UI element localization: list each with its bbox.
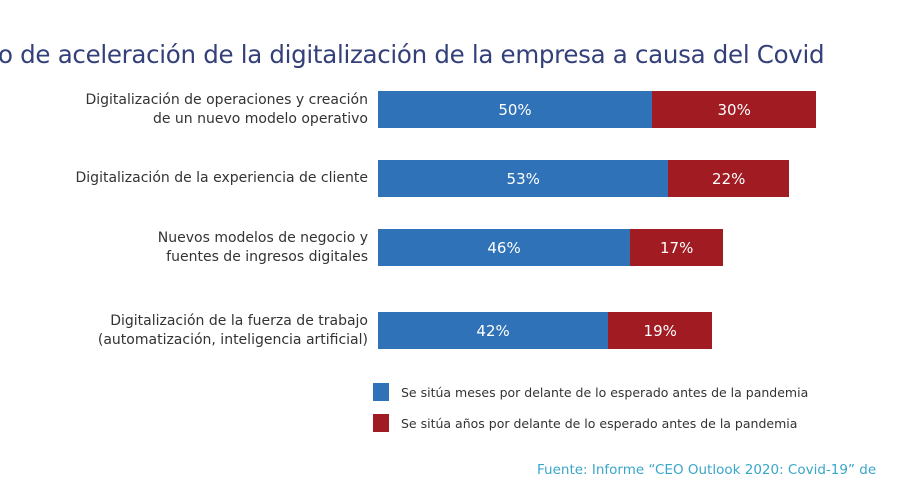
data-label: 46% [487, 238, 521, 257]
category-label: Nuevos modelos de negocio y fuentes de i… [157, 229, 368, 265]
category-label: Digitalización de operaciones y creación… [85, 91, 368, 127]
legend-label: Se sitúa años por delante de lo esperado… [401, 415, 798, 431]
legend-item-years: Se sitúa años por delante de lo esperado… [373, 414, 797, 432]
bar-segment: 46% [378, 229, 631, 266]
source-note: Fuente: Informe “CEO Outlook 2020: Covid… [537, 462, 877, 478]
data-label: 42% [476, 321, 510, 340]
legend-item-months: Se sitúa meses por delante de lo esperad… [373, 383, 808, 401]
bar-segment: 30% [652, 91, 817, 128]
data-label: 53% [506, 169, 540, 188]
bar-segment: 42% [378, 312, 609, 349]
data-label: 22% [712, 169, 746, 188]
category-label: Digitalización de la fuerza de trabajo (… [97, 312, 368, 348]
bar-segment: 17% [630, 229, 724, 266]
data-label: 30% [717, 100, 751, 119]
data-label: 17% [659, 238, 694, 257]
bar-segment: 53% [378, 160, 669, 197]
legend-swatch-blue [373, 383, 389, 401]
bar-segment: 19% [608, 312, 713, 349]
data-label: 50% [498, 100, 532, 119]
data-label: 19% [643, 321, 677, 340]
category-label: Digitalización de la experiencia de clie… [75, 170, 368, 186]
bar-segment: 22% [668, 160, 789, 197]
bar-segment: 50% [378, 91, 652, 128]
chart-title: o de aceleración de la digitalización de… [0, 40, 825, 69]
legend-label: Se sitúa meses por delante de lo esperad… [401, 384, 809, 400]
legend-swatch-red [373, 414, 389, 432]
